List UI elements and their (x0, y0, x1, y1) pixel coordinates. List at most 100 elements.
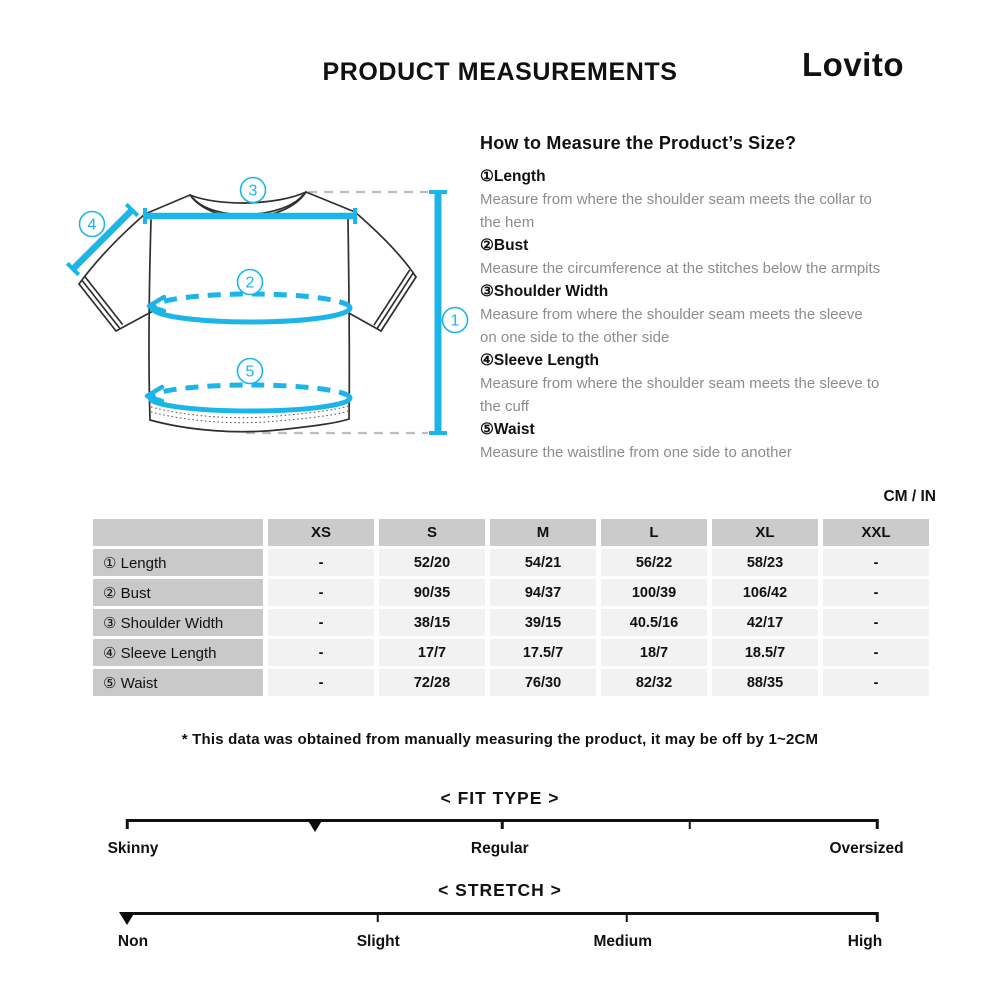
size-value-cell: - (268, 549, 374, 576)
scale-tick (500, 819, 504, 829)
stretch-title: < STRETCH > (438, 880, 562, 900)
measure-item-desc: Measure the circumference at the stitche… (480, 260, 881, 277)
column-header: XXL (823, 519, 929, 546)
brand-logo: Lovito (802, 46, 904, 83)
column-header: S (379, 519, 485, 546)
size-value-cell: 18/7 (601, 639, 707, 666)
size-value-cell: - (268, 609, 374, 636)
size-value-cell: 100/39 (601, 579, 707, 606)
row-label: ② Bust (93, 579, 263, 606)
stretch-track: Non Slight Medium High (118, 912, 882, 950)
measure-item-label: ④Sleeve Length (480, 352, 599, 369)
size-value-cell: 106/42 (712, 579, 818, 606)
measure-item-label: ③Shoulder Width (480, 283, 609, 300)
measure-item-desc: Measure from where the shoulder seam mee… (480, 306, 863, 346)
scale-label: Regular (470, 840, 529, 857)
scale-marker (119, 912, 135, 925)
measure-item-desc: Measure from where the shoulder seam mee… (480, 375, 880, 415)
fit-type-track: Skinny Regular Oversized (108, 819, 904, 857)
scale-label: Oversized (829, 840, 904, 857)
size-value-cell: 72/28 (379, 669, 485, 696)
size-value-cell: 54/21 (490, 549, 596, 576)
callout-5: 5 (246, 364, 255, 381)
how-to-section: How to Measure the Product’s Size? ①Leng… (480, 133, 946, 464)
measure-lines (65, 190, 447, 435)
scale-tick (688, 819, 691, 829)
size-value-cell: 76/30 (490, 669, 596, 696)
callout-2: 2 (246, 275, 255, 292)
callout-1: 1 (451, 313, 460, 330)
fit-type-scale: Skinny Regular Oversized (108, 819, 904, 881)
guide-dashed-lines (246, 190, 428, 435)
size-value-cell: - (268, 669, 374, 696)
column-header: L (601, 519, 707, 546)
size-value-cell: 88/35 (712, 669, 818, 696)
tshirt-outline (78, 191, 417, 433)
fit-type-title: < FIT TYPE > (440, 788, 560, 808)
hem-stitching (150, 405, 349, 424)
size-value-cell: 52/20 (379, 549, 485, 576)
callout-4: 4 (88, 217, 97, 234)
size-value-cell: 17/7 (379, 639, 485, 666)
row-label: ① Length (93, 549, 263, 576)
scale-tick (875, 819, 879, 829)
size-value-cell: 18.5/7 (712, 639, 818, 666)
row-label: ⑤ Waist (93, 669, 263, 696)
measure-item-label: ②Bust (480, 237, 529, 254)
column-header (93, 519, 263, 546)
row-label: ③ Shoulder Width (93, 609, 263, 636)
size-value-cell: 40.5/16 (601, 609, 707, 636)
size-table: XS S M L XL XXL ① Length -52/20 54/21 56/22 58/23-… (88, 516, 934, 699)
size-value-cell: - (823, 609, 929, 636)
table-row: ④ Sleeve Length -17/7 17.5/7 18/7 18.5/7- (93, 639, 929, 666)
unit-label: CM / IN (883, 488, 936, 505)
size-value-cell: 94/37 (490, 579, 596, 606)
scale-tick (376, 912, 379, 922)
column-header: XL (712, 519, 818, 546)
table-header-row: XS S M L XL XXL (93, 519, 929, 546)
row-label: ④ Sleeve Length (93, 639, 263, 666)
table-row: ① Length -52/20 54/21 56/22 58/23- (93, 549, 929, 576)
size-value-cell: - (268, 579, 374, 606)
measure-item-desc: Measure from where the shoulder seam mee… (480, 191, 872, 231)
scale-label: Non (117, 933, 149, 950)
callout-circles: 1 2 3 4 5 (78, 176, 469, 385)
how-to-heading: How to Measure the Product’s Size? (480, 133, 797, 153)
callout-3: 3 (249, 183, 258, 200)
table-row: ⑤ Waist -72/28 76/30 82/32 88/35- (93, 669, 929, 696)
table-row: ③ Shoulder Width -38/15 39/15 40.5/16 42/17- (93, 609, 929, 636)
stretch-scale: Non Slight Medium High (118, 912, 882, 974)
size-value-cell: 58/23 (712, 549, 818, 576)
size-value-cell: 56/22 (601, 549, 707, 576)
scale-tick (875, 912, 879, 922)
scale-tick (625, 912, 628, 922)
scale-label: High (847, 933, 883, 950)
scale-label: Skinny (107, 840, 159, 857)
how-to-list: ①Length Measure from where the shoulder s… (480, 165, 946, 464)
measure-item-label: ⑤Waist (480, 421, 535, 438)
size-value-cell: 38/15 (379, 609, 485, 636)
size-value-cell: 17.5/7 (490, 639, 596, 666)
size-value-cell: - (823, 669, 929, 696)
column-header: XS (268, 519, 374, 546)
size-value-cell: 42/17 (712, 609, 818, 636)
size-value-cell: - (823, 579, 929, 606)
size-value-cell: 82/32 (601, 669, 707, 696)
table-row: ② Bust -90/35 94/37 100/39 106/42- (93, 579, 929, 606)
measure-item-label: ①Length (480, 168, 546, 185)
scale-label: Medium (593, 933, 653, 950)
page-title: PRODUCT MEASUREMENTS (322, 58, 678, 86)
tshirt-measurement-diagram: 1 2 3 4 5 (65, 176, 469, 435)
column-header: M (490, 519, 596, 546)
footnote: * This data was obtained from manually m… (181, 731, 819, 748)
measure-item-desc: Measure the waistline from one side to a… (480, 444, 792, 461)
scale-marker (306, 819, 323, 832)
scale-label: Slight (356, 933, 400, 950)
size-value-cell: - (268, 639, 374, 666)
scale-tick (125, 819, 129, 829)
size-value-cell: - (823, 549, 929, 576)
size-value-cell: 39/15 (490, 609, 596, 636)
size-value-cell: - (823, 639, 929, 666)
size-value-cell: 90/35 (379, 579, 485, 606)
